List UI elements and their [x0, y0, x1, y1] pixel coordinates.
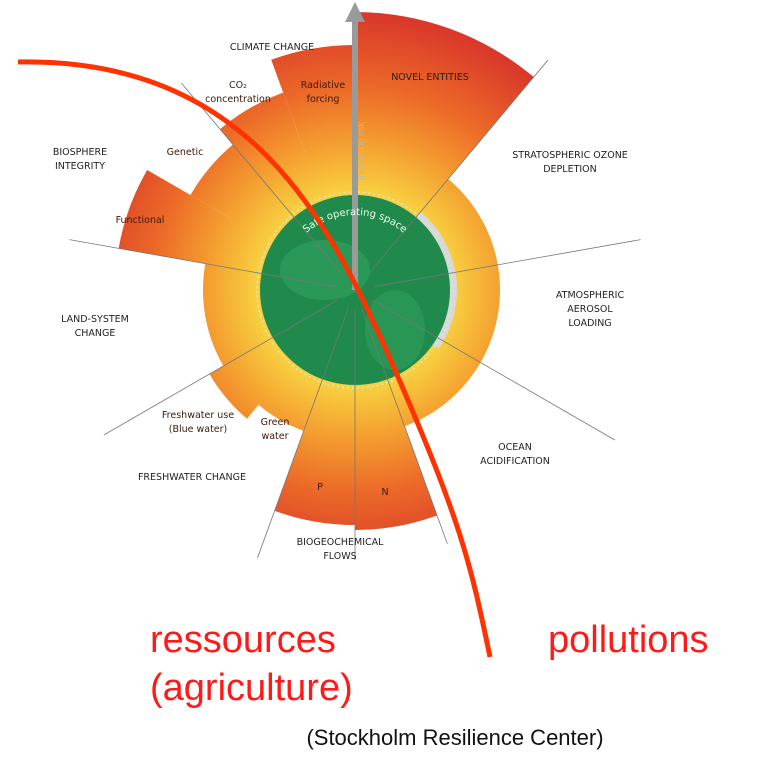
divider: [361, 308, 448, 544]
label: ACIDIFICATION: [480, 456, 550, 467]
label: Functional: [116, 215, 165, 226]
label: FRESHWATER CHANGE: [138, 472, 246, 483]
label: water: [261, 431, 288, 442]
divider: [374, 239, 641, 287]
label: CLIMATE CHANGE: [230, 42, 314, 53]
label: CHANGE: [75, 328, 116, 339]
divider: [69, 239, 336, 287]
annotation: ressources: [150, 619, 336, 661]
label: INTEGRITY: [55, 161, 105, 172]
land-shape: [365, 290, 425, 370]
source: (Stockholm Resilience Center): [306, 725, 603, 750]
label: Genetic: [167, 147, 204, 158]
label: Freshwater use: [162, 410, 234, 421]
divider: [257, 308, 349, 558]
label: AEROSOL: [567, 304, 613, 315]
risk-arrowhead: [345, 2, 365, 22]
label: DEPLETION: [543, 164, 597, 175]
label: FLOWS: [323, 551, 356, 562]
label: P: [317, 482, 323, 493]
axis-label: Increasing risk: [356, 121, 366, 180]
divider: [367, 59, 549, 275]
label: ATMOSPHERIC: [556, 290, 625, 301]
label: CO₂: [229, 80, 247, 91]
label: STRATOSPHERIC OZONE: [512, 150, 628, 161]
label: NOVEL ENTITIES: [391, 72, 469, 83]
boundary-wedges: [69, 12, 641, 560]
label: OCEAN: [498, 442, 532, 453]
label: (Blue water): [169, 424, 228, 435]
label: Radiative: [301, 80, 346, 91]
label: N: [381, 487, 388, 498]
trajectory-curve: [17, 59, 493, 658]
label: BIOSPHERE: [53, 147, 107, 158]
label: forcing: [307, 94, 340, 105]
annotation: (agriculture): [150, 667, 353, 709]
divider: [181, 82, 343, 275]
annotation: pollutions: [548, 619, 709, 661]
labels: CLIMATE CHANGE CO₂ concentration Radiative f…: [53, 42, 628, 562]
label: LAND-SYSTEM: [61, 314, 129, 325]
land-shape: [280, 240, 370, 300]
label: Green: [261, 417, 290, 428]
label: BIOGEOCHEMICAL: [297, 537, 385, 548]
label: concentration: [205, 94, 271, 105]
divider: [103, 299, 338, 436]
label: LOADING: [568, 318, 611, 329]
divider: [372, 299, 616, 441]
